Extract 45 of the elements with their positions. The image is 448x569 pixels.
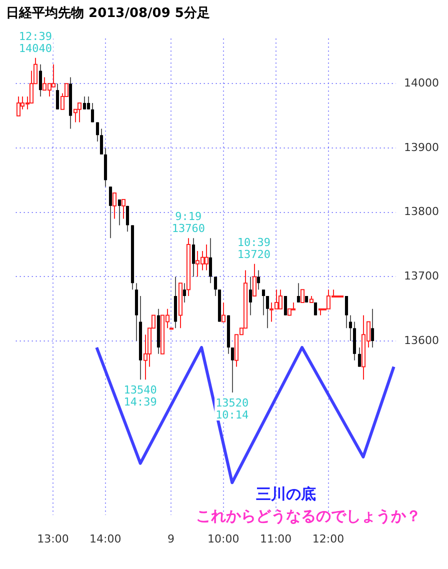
annotation: 9:19 13760 [172,210,205,236]
annotation: 13520 10:14 [216,396,250,422]
candlestick [262,289,266,316]
annotation: 三川の底 [256,485,316,504]
candlestick [38,64,42,98]
candlestick [314,302,318,316]
y-tick-label: 13600 [404,334,439,347]
candlestick [256,270,260,290]
y-tick-label: 13800 [404,205,439,218]
candlestick [192,238,196,278]
candlestick [230,346,234,394]
candlestick [118,198,122,226]
x-tick-label: 10:00 [208,532,240,546]
candlestick [100,128,104,155]
candlestick [358,346,362,368]
y-tick-label: 13700 [404,270,439,283]
candlestick [182,282,186,303]
candlestick [86,96,90,110]
candlestick [108,186,112,239]
annotation: これからどうなるのでしょうか？ [196,507,421,526]
annotation: 10:39 13720 [237,236,271,261]
x-tick-label: 12:00 [312,532,344,546]
y-tick-label: 13900 [404,140,439,154]
candlestick [214,276,218,297]
x-tick-label: 14:00 [90,532,122,546]
x-tick-label: 11:00 [260,532,292,546]
candlestick [82,96,86,110]
candlestick [348,314,352,342]
annotation: 13540 14:39 [124,384,157,409]
candlestick [296,282,300,303]
candlestick [56,83,60,110]
y-tick-label: 14000 [404,76,439,90]
x-tick-label: 13:00 [37,532,69,546]
candlestick [344,296,348,329]
x-tick-label: 9 [167,532,174,546]
annotation: 12:39 14040 [18,30,52,55]
candlestick [370,308,374,348]
candlestick [284,296,288,316]
candlestick [248,276,252,316]
candlestick [126,205,130,232]
candlestick [266,296,270,329]
chart-title: 日経平均先物 2013/08/09 5分足 [6,5,210,22]
candlestick [90,102,94,123]
candlestick [96,122,100,142]
candlestick [208,238,212,284]
